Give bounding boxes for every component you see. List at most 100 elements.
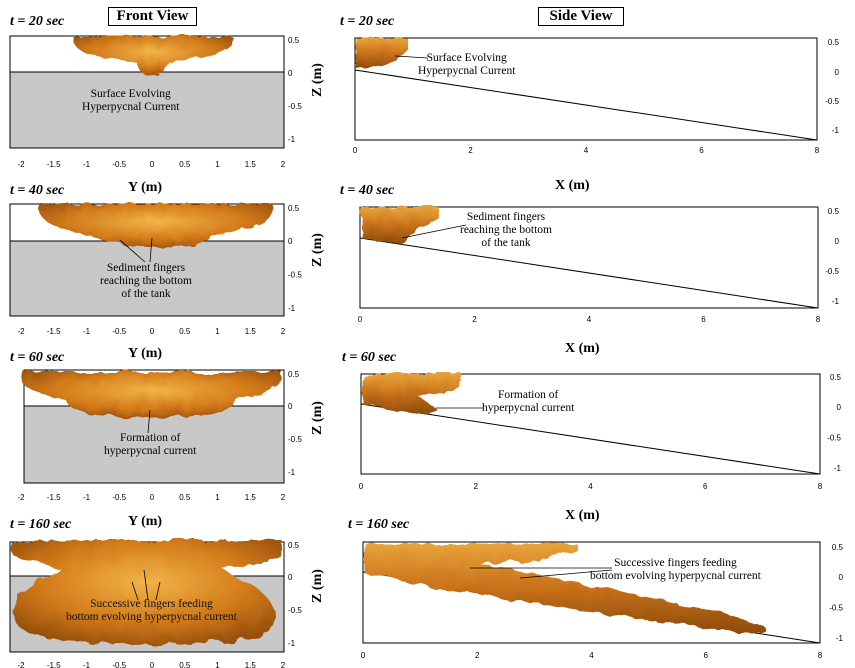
side-x-tick: 4 [588,482,593,491]
annotation-side-t60: Formation of hyperpycnal current [482,389,575,414]
front-x-tick: 0 [150,160,155,169]
front-x-tick: 1.5 [245,661,257,668]
annotation-side-t160: Successive fingers feeding bottom evolvin… [590,557,761,582]
front-x-tick: 0.5 [179,327,191,336]
front-z-tick: 0.5 [288,541,300,550]
sediment-plume-side [356,38,409,69]
front-z-tick: 0 [288,573,293,582]
side-z-tick: 0.5 [828,207,840,216]
front-x-tick: -1 [83,327,91,336]
side-z-tick: 0 [835,237,840,246]
side-z-tick: 0 [837,403,842,412]
side-z-tick: -1 [836,634,844,643]
sediment-plume-side [364,543,766,634]
time-label-front-t40: t = 40 sec [10,183,65,198]
front-z-tick: -1 [288,304,296,313]
side-panel-t40 [359,206,819,309]
side-x-tick: 0 [359,482,364,491]
front-x-tick: 1 [215,493,220,502]
side-x-tick: 8 [818,651,823,660]
front-x-tick: 0 [150,327,155,336]
front-x-tick: 1.5 [245,327,257,336]
annotation-front-t160: Successive fingers feeding bottom evolvin… [66,598,237,623]
front-z-tick: -0.5 [288,606,302,615]
side-z-tick: 0 [839,573,844,582]
side-x-tick: 0 [358,315,363,324]
front-x-tick: 0.5 [179,160,191,169]
front-panel-t160 [9,540,285,653]
front-x-tick: 2 [281,327,286,336]
tick-labels: -2 -1.5 -1 -0.5 0 0.5 1 1.5 2 0.5 0 -0.5 -1 -2 -1.5 -1 -… [17,36,843,668]
leader-lines [119,55,613,601]
front-x-tick: -1 [83,160,91,169]
front-x-tick: -1 [83,661,91,668]
side-x-tick: 8 [816,315,821,324]
side-x-axis-label: X (m) [565,341,600,356]
front-view-header: Front View [108,7,197,26]
side-z-tick: 0.5 [828,38,840,47]
side-z-tick: 0.5 [830,373,842,382]
side-x-tick: 2 [468,146,473,155]
sediment-plume-side [361,207,439,244]
front-x-tick: -1.5 [47,493,61,502]
time-label-side-t160: t = 160 sec [348,517,410,532]
time-label-side-t60: t = 60 sec [342,350,397,365]
sediment-plume [22,372,283,418]
front-x-tick: -1.5 [47,327,61,336]
time-label-side-t20: t = 20 sec [340,14,395,29]
front-x-tick: -2 [17,661,25,668]
front-z-tick: -1 [288,468,296,477]
time-label-front-t160: t = 160 sec [10,517,72,532]
front-x-tick: 0.5 [179,661,191,668]
sediment-plume-side [362,374,463,414]
front-x-tick: -0.5 [112,661,126,668]
side-x-tick: 4 [589,651,594,660]
front-x-tick: 2 [281,493,286,502]
side-z-tick: -1 [832,297,840,306]
front-z-tick: -1 [288,639,296,648]
front-x-tick: -0.5 [112,160,126,169]
side-x-tick: 6 [699,146,704,155]
front-x-tick: -0.5 [112,493,126,502]
front-x-tick: 1 [215,327,220,336]
front-x-tick: -1.5 [47,661,61,668]
front-x-axis-label: Y (m) [128,180,163,195]
side-x-tick: 0 [353,146,358,155]
front-x-tick: 1.5 [245,160,257,169]
side-x-tick: 2 [475,651,480,660]
front-x-tick: 1.5 [245,493,257,502]
side-z-tick: 0.5 [832,543,844,552]
side-view-header: Side View [538,7,624,26]
z-axis-label: Z (m) [309,233,325,267]
front-z-tick: 0 [288,237,293,246]
front-x-axis-label: Y (m) [128,514,163,529]
front-x-tick: -1 [83,493,91,502]
side-z-tick: -0.5 [829,604,843,613]
side-panel-t60 [360,373,821,475]
side-x-tick: 8 [815,146,820,155]
side-x-axis-label: X (m) [565,508,600,523]
front-x-tick: 0.5 [179,493,191,502]
front-x-tick: -0.5 [112,327,126,336]
front-x-tick: 1 [215,661,220,668]
annotation-side-t40: Sediment fingers reaching the bottom of th… [460,211,552,249]
time-label-side-t40: t = 40 sec [340,183,395,198]
sediment-plume [72,36,233,76]
annotation-front-t40: Sediment fingers reaching the bottom of th… [100,262,192,300]
front-panel-t40 [9,203,285,317]
time-label-front-t20: t = 20 sec [10,14,65,29]
annotation-front-t20: Surface Evolving Hyperpycnal Current [82,88,180,113]
annotation-front-t60: Formation of hyperpycnal current [104,432,197,457]
side-x-tick: 2 [474,482,479,491]
front-x-tick: -2 [17,160,25,169]
side-x-tick: 6 [701,315,706,324]
side-z-tick: -0.5 [825,97,839,106]
time-label-front-t60: t = 60 sec [10,350,65,365]
front-x-tick: -2 [17,327,25,336]
side-panel-t20 [354,37,818,141]
front-x-tick: 2 [281,160,286,169]
front-x-axis-label: Y (m) [128,346,163,361]
annotation-side-t20: Surface Evolving Hyperpycnal Current [418,52,516,77]
side-x-tick: 6 [703,482,708,491]
